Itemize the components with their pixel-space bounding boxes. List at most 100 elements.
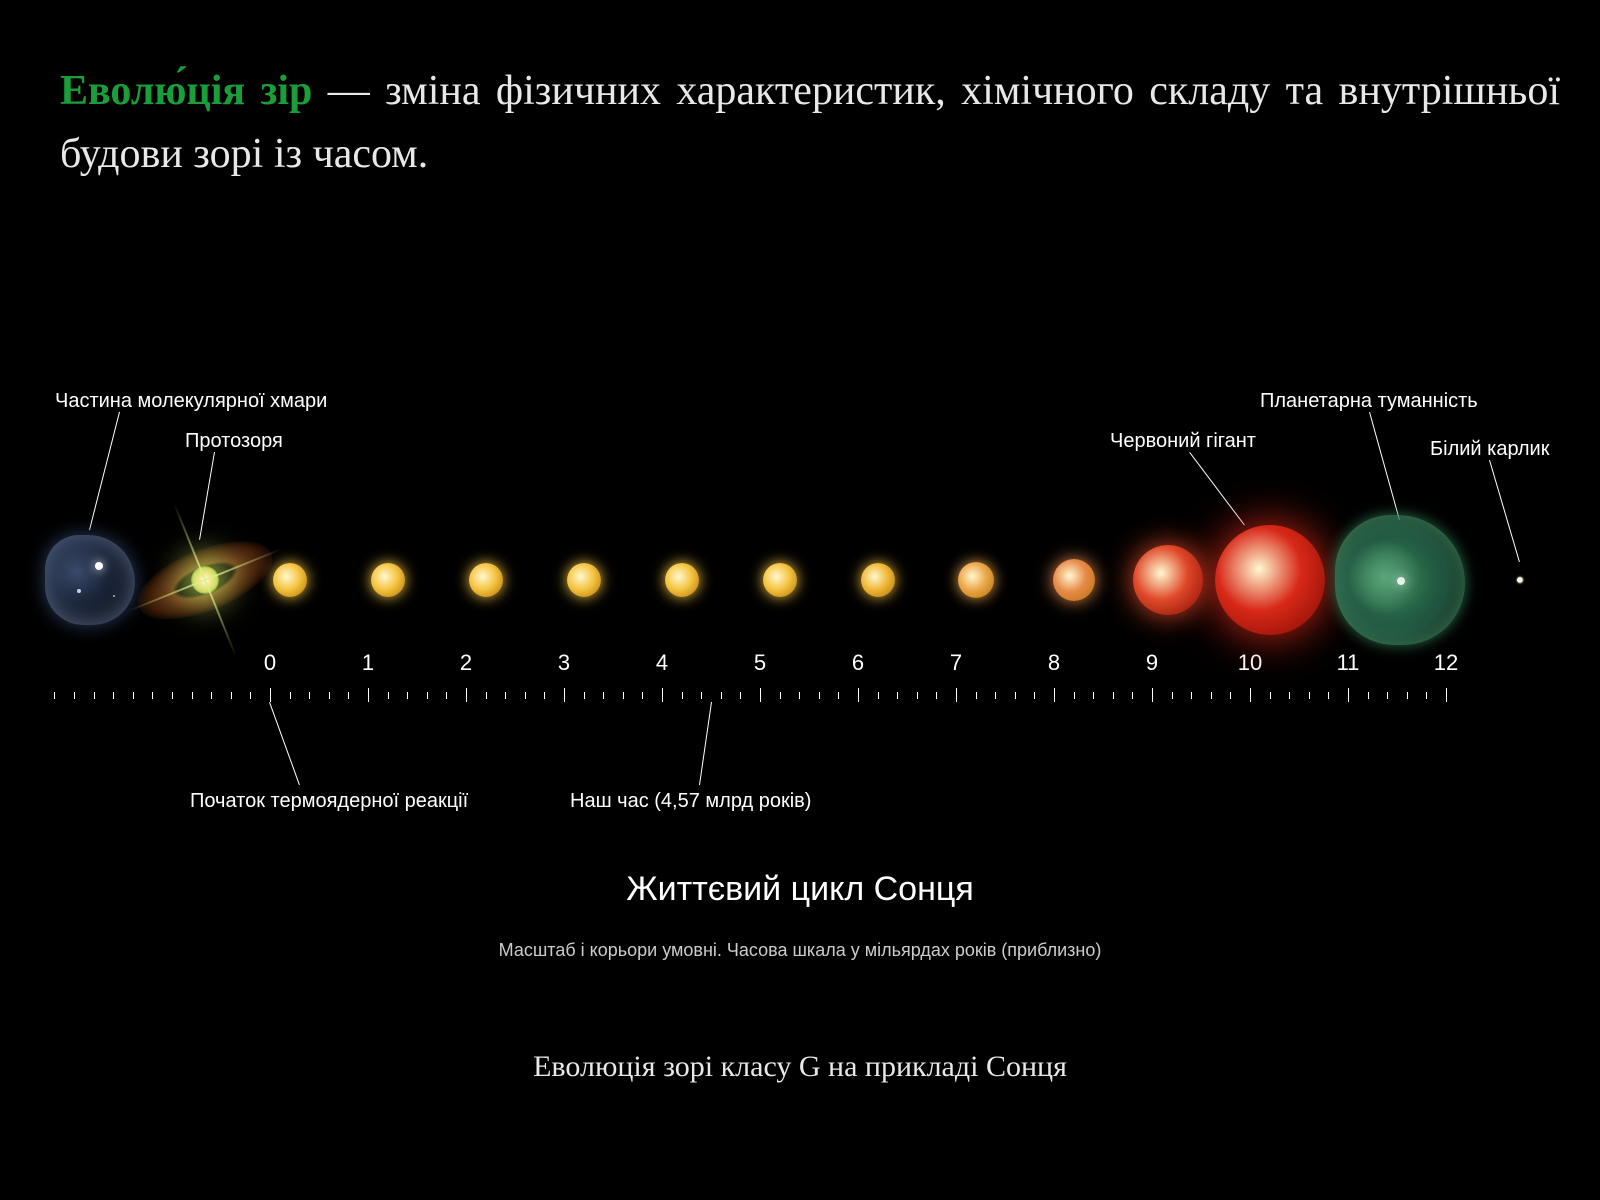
axis-tick (1054, 688, 1055, 702)
axis-minor-tick (701, 692, 702, 699)
axis-number: 3 (558, 650, 570, 676)
axis-minor-tick (211, 692, 212, 699)
axis-minor-tick (1172, 692, 1173, 699)
axis-minor-tick (152, 692, 153, 699)
bottom-caption: Еволюція зорі класу G на прикладі Сонця (0, 1050, 1600, 1084)
axis-minor-tick (250, 692, 251, 699)
axis-minor-tick (1368, 692, 1369, 699)
axis-minor-tick (936, 692, 937, 699)
axis-minor-tick (348, 692, 349, 699)
axis-minor-tick (94, 692, 95, 699)
axis-minor-tick (74, 692, 75, 699)
sun-stage-icon (1053, 559, 1095, 601)
axis-tick (270, 688, 271, 702)
diagram-title: Життєвий цикл Сонця (0, 870, 1600, 909)
axis-tick (1250, 688, 1251, 702)
axis-tick (956, 688, 957, 702)
headline: Еволю́ція зір — зміна фізичних характери… (60, 60, 1560, 186)
axis-minor-tick (1289, 692, 1290, 699)
axis-minor-tick (1015, 692, 1016, 699)
headline-term: Еволю́ція зір (60, 68, 312, 114)
axis-minor-tick (290, 692, 291, 699)
diagram-note: Масштаб і корьори умовні. Часова шкала у… (0, 940, 1600, 961)
axis-minor-tick (1426, 692, 1427, 699)
axis-minor-tick (819, 692, 820, 699)
axis-minor-tick (1034, 692, 1035, 699)
axis-number: 4 (656, 650, 668, 676)
axis-minor-tick (897, 692, 898, 699)
axis-minor-tick (642, 692, 643, 699)
sun-stage-icon (567, 563, 601, 597)
axis-minor-tick (721, 692, 722, 699)
axis-minor-tick (1407, 692, 1408, 699)
sun-stage-icon (273, 563, 307, 597)
callout-label: Білий карлик (1430, 438, 1549, 461)
callout-label: Червоний гігант (1110, 430, 1256, 453)
axis-minor-tick (133, 692, 134, 699)
axis-minor-tick (780, 692, 781, 699)
axis-minor-tick (1113, 692, 1114, 699)
sun-stage-icon (763, 563, 797, 597)
axis-minor-tick (976, 692, 977, 699)
axis-number: 7 (950, 650, 962, 676)
axis-minor-tick (1132, 692, 1133, 699)
axis-number: 1 (362, 650, 374, 676)
axis-minor-tick (505, 692, 506, 699)
axis-minor-tick (584, 692, 585, 699)
axis-minor-tick (525, 692, 526, 699)
axis-minor-tick (682, 692, 683, 699)
axis-number: 12 (1434, 650, 1458, 676)
axis-minor-tick (995, 692, 996, 699)
callout-label: Початок термоядерної реакції (190, 790, 468, 813)
molecular-cloud-icon (45, 535, 135, 625)
axis-minor-tick (54, 692, 55, 699)
white-dwarf-icon (1517, 577, 1523, 583)
axis-number: 6 (852, 650, 864, 676)
axis-minor-tick (1230, 692, 1231, 699)
axis-tick (1446, 688, 1447, 702)
axis-tick (564, 688, 565, 702)
axis-number: 2 (460, 650, 472, 676)
axis-minor-tick (740, 692, 741, 699)
axis-minor-tick (878, 692, 879, 699)
axis-minor-tick (623, 692, 624, 699)
axis-number: 9 (1146, 650, 1158, 676)
sun-stage-icon (371, 563, 405, 597)
axis-tick (662, 688, 663, 702)
protostar-icon (150, 525, 260, 635)
callout-label: Протозоря (185, 430, 283, 453)
sun-stage-icon (958, 562, 994, 598)
axis-number: 10 (1238, 650, 1262, 676)
axis-minor-tick (1387, 692, 1388, 699)
red-giant-icon (1215, 525, 1325, 635)
axis-minor-tick (917, 692, 918, 699)
red-giant-icon (1133, 545, 1203, 615)
axis-minor-tick (544, 692, 545, 699)
axis-minor-tick (486, 692, 487, 699)
axis-minor-tick (172, 692, 173, 699)
sun-stage-icon (469, 563, 503, 597)
axis-minor-tick (603, 692, 604, 699)
axis-tick (760, 688, 761, 702)
callout-label: Наш час (4,57 млрд років) (570, 790, 811, 813)
axis-minor-tick (231, 692, 232, 699)
axis-minor-tick (799, 692, 800, 699)
planetary-nebula-icon (1335, 515, 1465, 645)
axis-tick (858, 688, 859, 702)
axis-tick (1348, 688, 1349, 702)
sun-stage-icon (861, 563, 895, 597)
axis-minor-tick (113, 692, 114, 699)
axis-minor-tick (427, 692, 428, 699)
axis-minor-tick (309, 692, 310, 699)
axis-number: 8 (1048, 650, 1060, 676)
axis-minor-tick (407, 692, 408, 699)
axis-minor-tick (192, 692, 193, 699)
axis-minor-tick (1211, 692, 1212, 699)
axis-minor-tick (1093, 692, 1094, 699)
axis-number: 0 (264, 650, 276, 676)
axis-minor-tick (1309, 692, 1310, 699)
axis-minor-tick (329, 692, 330, 699)
axis-minor-tick (1074, 692, 1075, 699)
sun-stage-icon (665, 563, 699, 597)
axis-minor-tick (1270, 692, 1271, 699)
